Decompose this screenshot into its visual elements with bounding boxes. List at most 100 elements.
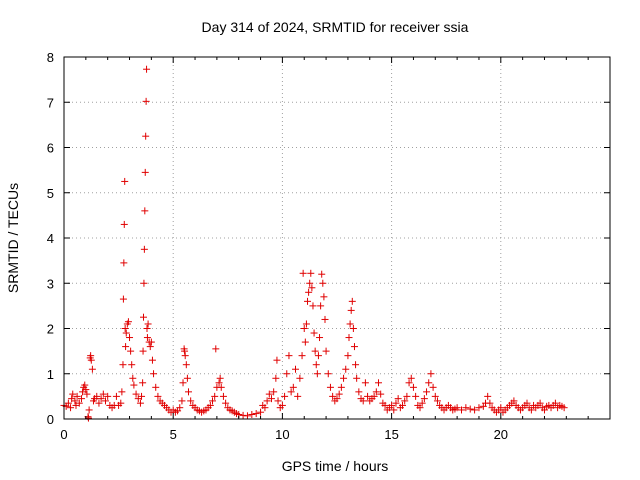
data-point	[560, 404, 568, 412]
data-point	[319, 279, 327, 287]
data-point	[121, 177, 129, 185]
data-point	[359, 397, 367, 405]
data-point	[261, 404, 269, 412]
data-points	[60, 65, 568, 422]
data-point	[143, 65, 151, 73]
data-point	[416, 404, 424, 412]
data-point	[222, 399, 230, 407]
data-point	[321, 315, 329, 323]
data-point	[298, 352, 306, 360]
data-point	[179, 379, 187, 387]
data-point	[85, 406, 93, 414]
y-tick-label: 6	[47, 141, 54, 156]
data-point	[304, 297, 312, 305]
data-point	[497, 404, 505, 412]
data-point	[257, 408, 265, 416]
data-point	[209, 397, 217, 405]
data-point	[407, 374, 415, 382]
data-point	[187, 397, 195, 405]
grid-lines	[64, 57, 610, 419]
data-point	[364, 392, 372, 400]
data-point	[326, 383, 334, 391]
data-point	[248, 410, 256, 418]
data-point	[154, 392, 162, 400]
data-point	[136, 399, 144, 407]
data-point	[344, 352, 352, 360]
data-point	[272, 374, 280, 382]
data-point	[302, 320, 310, 328]
data-point	[178, 397, 186, 405]
data-point	[312, 361, 320, 369]
data-point	[314, 352, 322, 360]
data-point	[183, 374, 191, 382]
y-tick-label: 3	[47, 276, 54, 291]
data-point	[273, 356, 281, 364]
data-point	[340, 374, 348, 382]
data-point	[431, 392, 439, 400]
data-point	[281, 392, 289, 400]
x-axis-label: GPS time / hours	[282, 458, 389, 474]
data-point	[486, 399, 494, 407]
data-point	[215, 379, 223, 387]
data-point	[301, 338, 309, 346]
data-point	[346, 320, 354, 328]
data-point	[73, 392, 81, 400]
data-point	[361, 379, 369, 387]
data-point	[64, 399, 72, 407]
data-point	[335, 390, 343, 398]
data-point	[453, 404, 461, 412]
data-point	[150, 370, 158, 378]
data-point	[181, 352, 189, 360]
data-point	[143, 325, 151, 332]
data-point	[81, 381, 89, 389]
data-point	[377, 390, 385, 398]
data-point	[399, 401, 407, 409]
data-point	[77, 395, 85, 403]
data-point	[310, 329, 318, 337]
data-point	[75, 399, 83, 407]
data-point	[176, 404, 184, 412]
data-point	[122, 329, 130, 337]
data-point	[345, 334, 353, 342]
data-point	[322, 347, 330, 355]
x-tick-label: 15	[384, 427, 398, 442]
data-point	[300, 325, 308, 332]
data-point	[308, 284, 316, 292]
data-point	[352, 361, 360, 369]
data-point	[305, 288, 313, 296]
y-tick-label: 4	[47, 231, 54, 246]
data-point	[287, 388, 295, 396]
y-tick-label: 1	[47, 367, 54, 382]
x-tick-label: 0	[60, 427, 67, 442]
data-point	[324, 370, 332, 378]
data-point	[119, 295, 127, 303]
data-point	[412, 392, 420, 400]
data-point	[130, 381, 138, 389]
data-point	[141, 168, 149, 176]
data-point	[87, 356, 95, 364]
data-point	[212, 345, 220, 353]
data-point	[540, 406, 548, 414]
data-point	[306, 279, 314, 287]
data-point	[471, 406, 479, 414]
data-point	[69, 390, 77, 398]
data-point	[392, 399, 400, 407]
data-point	[294, 392, 302, 400]
data-point	[252, 410, 260, 418]
data-point	[97, 395, 105, 403]
data-point	[423, 388, 431, 396]
data-point	[309, 302, 317, 310]
data-point	[313, 370, 321, 378]
data-point	[71, 397, 79, 405]
data-point	[523, 399, 531, 407]
data-point	[265, 390, 273, 398]
data-point	[551, 399, 559, 407]
data-point	[350, 343, 358, 351]
data-point	[152, 383, 160, 391]
data-point	[475, 404, 483, 412]
data-point	[311, 347, 319, 355]
data-point	[405, 379, 413, 387]
data-point	[433, 397, 441, 405]
data-point	[296, 374, 304, 382]
data-point	[117, 399, 125, 407]
